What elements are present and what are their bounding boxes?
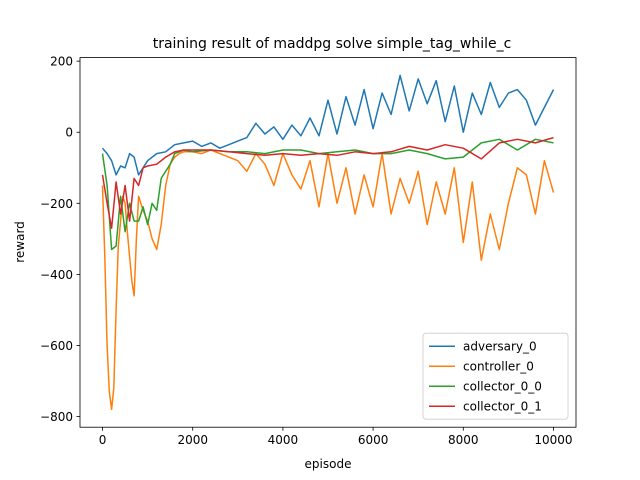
plot-frame: [79, 57, 577, 428]
y-tick-label: −400: [40, 268, 73, 282]
series-line-adversary-0: [101, 74, 555, 176]
series-line-controller-0: [101, 149, 555, 411]
y-tick-label: −600: [40, 339, 73, 353]
x-tick-label: 8000: [448, 433, 479, 447]
legend-label-collector-0-0: collector_0_0: [463, 380, 542, 394]
x-axis: 0 2000 4000 6000 8000 10000: [99, 427, 573, 447]
x-axis-title: episode: [305, 457, 352, 471]
chart-title: training result of maddpg solve simple_t…: [153, 36, 512, 52]
y-tick-label: −200: [40, 197, 73, 211]
series-line-collector-0-1: [101, 136, 554, 229]
legend-label-controller-0: controller_0: [463, 360, 534, 374]
x-tick-label: 6000: [358, 433, 389, 447]
series-layer: [101, 74, 555, 411]
x-tick-label: 10000: [534, 433, 572, 447]
y-tick-label: −800: [40, 410, 73, 424]
legend-label-collector-0-1: collector_0_1: [463, 400, 542, 414]
x-tick-label: 2000: [177, 433, 208, 447]
legend-label-adversary-0: adversary_0: [463, 340, 537, 354]
y-tick-label: 200: [50, 55, 73, 69]
legend-box: [422, 332, 569, 420]
x-tick-label: 4000: [268, 433, 299, 447]
legend: adversary_0 controller_0 collector_0_0coll…: [422, 332, 569, 420]
x-tick-label: 0: [99, 433, 107, 447]
y-axis-title: reward: [13, 221, 27, 263]
y-axis: −800 −600 −400 −200 0 200: [40, 55, 80, 424]
y-tick-label: 0: [65, 126, 73, 140]
